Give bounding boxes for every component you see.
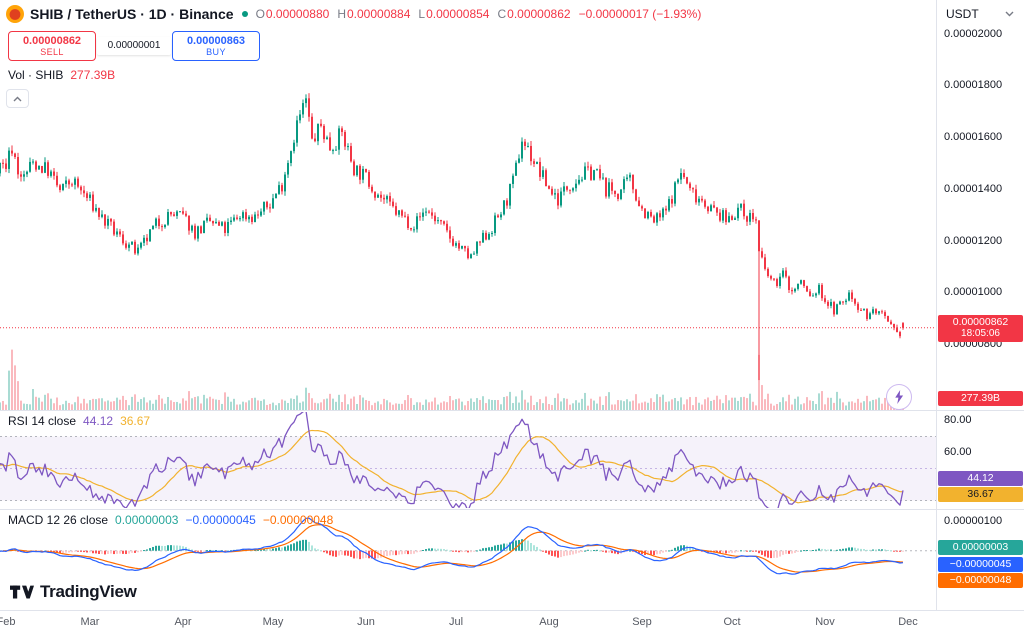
ohlc-letter: C	[497, 7, 507, 21]
time-axis-month: May	[262, 616, 284, 628]
ohlc-value: 0.00000884	[346, 7, 411, 21]
time-axis-month: Jun	[357, 616, 375, 628]
time-axis-month: Nov	[815, 616, 835, 628]
ohlc-values: O 0.00000880 H 0.00000884 L 0.00000854 C 0.0000…	[256, 7, 702, 21]
axis-label: 0.00001200	[944, 235, 1003, 247]
ohlc-letter: H	[337, 7, 346, 21]
topbar: SHIB / TetherUS · 1D · Binance O 0.000008…	[0, 0, 936, 28]
legend-collapse-button[interactable]	[6, 89, 29, 108]
axis-label: 0.00000100	[944, 515, 1003, 527]
rsi-legend-title[interactable]: RSI 14 close	[8, 414, 77, 428]
axis-label: 0.00001000	[944, 286, 1003, 298]
axis-label: 60.00	[944, 446, 972, 458]
pane-divider-rsi[interactable]	[0, 410, 1024, 411]
macd-legend-title[interactable]: MACD 12 26 close	[8, 513, 109, 527]
chart-canvas[interactable]	[0, 0, 936, 610]
market-status-dot	[241, 11, 248, 17]
ohlc-value: 0.00000862	[507, 7, 571, 21]
sell-label: SELL	[40, 47, 64, 57]
volume-legend-value: 277.39B	[70, 68, 116, 82]
chevron-up-icon	[13, 96, 22, 101]
time-axis-month: Oct	[723, 616, 741, 628]
last-price-value: 0.00000862	[952, 316, 1009, 328]
ohlc-letter: O	[255, 7, 265, 21]
macd-hist-badge: 0.00000003	[938, 540, 1023, 555]
pane-divider-macd[interactable]	[0, 509, 1024, 510]
spread-value: 0.00000001	[97, 37, 171, 55]
buy-price: 0.00000863	[186, 35, 246, 47]
rsi-ma-badge: 36.67	[938, 487, 1023, 502]
symbol-title[interactable]: SHIB / TetherUS · 1D · Binance	[30, 6, 234, 22]
sell-price: 0.00000862	[22, 35, 82, 47]
rsi-legend-ma-value: 36.67	[120, 414, 151, 428]
macd-line-badge: −0.00000045	[938, 557, 1023, 572]
macd-legend: MACD 12 26 close 0.00000003 −0.00000045 …	[8, 513, 333, 527]
axis-label: 80.00	[944, 414, 972, 426]
lightning-bolt-icon	[895, 390, 904, 404]
rsi-legend-value: 44.12	[83, 414, 114, 428]
ohlc-item: O 0.00000880	[256, 7, 330, 21]
tradingview-mark-icon	[10, 585, 34, 598]
currency-selector[interactable]: USDT	[937, 0, 1024, 28]
bolt-button[interactable]	[886, 384, 912, 410]
trade-panel: 0.00000862 SELL 0.00000001 0.00000863 BU…	[8, 31, 260, 61]
tradingview-logo[interactable]: TradingView	[10, 582, 137, 602]
tradingview-logo-text: TradingView	[40, 582, 137, 601]
axis-label: 0.00001800	[944, 79, 1003, 91]
rsi-legend: RSI 14 close 44.12 36.67	[8, 414, 150, 428]
buy-label: BUY	[206, 47, 226, 57]
volume-legend-title[interactable]: Vol · SHIB	[8, 68, 64, 82]
volume-badge: 277.39B	[938, 391, 1023, 406]
macd-legend-hist-value: 0.00000003	[115, 513, 179, 527]
macd-legend-line-value: −0.00000045	[185, 513, 256, 527]
countdown-timer: 18:05:06	[961, 328, 1000, 339]
ohlc-item: C 0.00000862	[497, 7, 570, 21]
shib-logo-icon	[6, 5, 24, 23]
time-axis-month: Apr	[174, 616, 192, 628]
rsi-value-badge: 44.12	[938, 471, 1023, 486]
time-axis-month: Dec	[898, 616, 918, 628]
time-axis-month: Mar	[80, 616, 100, 628]
ohlc-letter: L	[418, 7, 426, 21]
axis-label: 0.00001400	[944, 183, 1003, 195]
ohlc-item: H 0.00000884	[337, 7, 410, 21]
axis-label: 0.00001600	[944, 131, 1003, 143]
ohlc-value: 0.00000854	[426, 7, 490, 21]
ohlc-item: L 0.00000854	[418, 7, 489, 21]
volume-legend: Vol · SHIB 277.39B	[8, 68, 115, 82]
time-axis-month: Sep	[632, 616, 652, 628]
axis-label: 0.00002000	[944, 28, 1003, 40]
macd-legend-signal-value: −0.00000048	[262, 513, 334, 527]
price-scale[interactable]: USDT 0.00002000 0.00001800 0.00001600 0.000…	[936, 0, 1024, 610]
ohlc-value: 0.00000880	[265, 7, 330, 21]
currency-label: USDT	[946, 7, 979, 21]
time-axis-month: Aug	[539, 616, 559, 628]
chevron-down-icon	[1005, 11, 1014, 17]
macd-signal-badge: −0.00000048	[938, 573, 1023, 588]
time-axis[interactable]: Feb Mar Apr May Jun Jul Aug Sep Oct Nov Dec	[0, 610, 1024, 635]
sell-button[interactable]: 0.00000862 SELL	[8, 31, 96, 61]
last-price-badge: 0.00000862 18:05:06	[938, 315, 1023, 342]
buy-button[interactable]: 0.00000863 BUY	[172, 31, 260, 61]
time-axis-month: Jul	[448, 616, 464, 628]
time-axis-month: Feb	[0, 616, 16, 628]
ohlc-change: −0.00000017 (−1.93%)	[578, 7, 702, 21]
